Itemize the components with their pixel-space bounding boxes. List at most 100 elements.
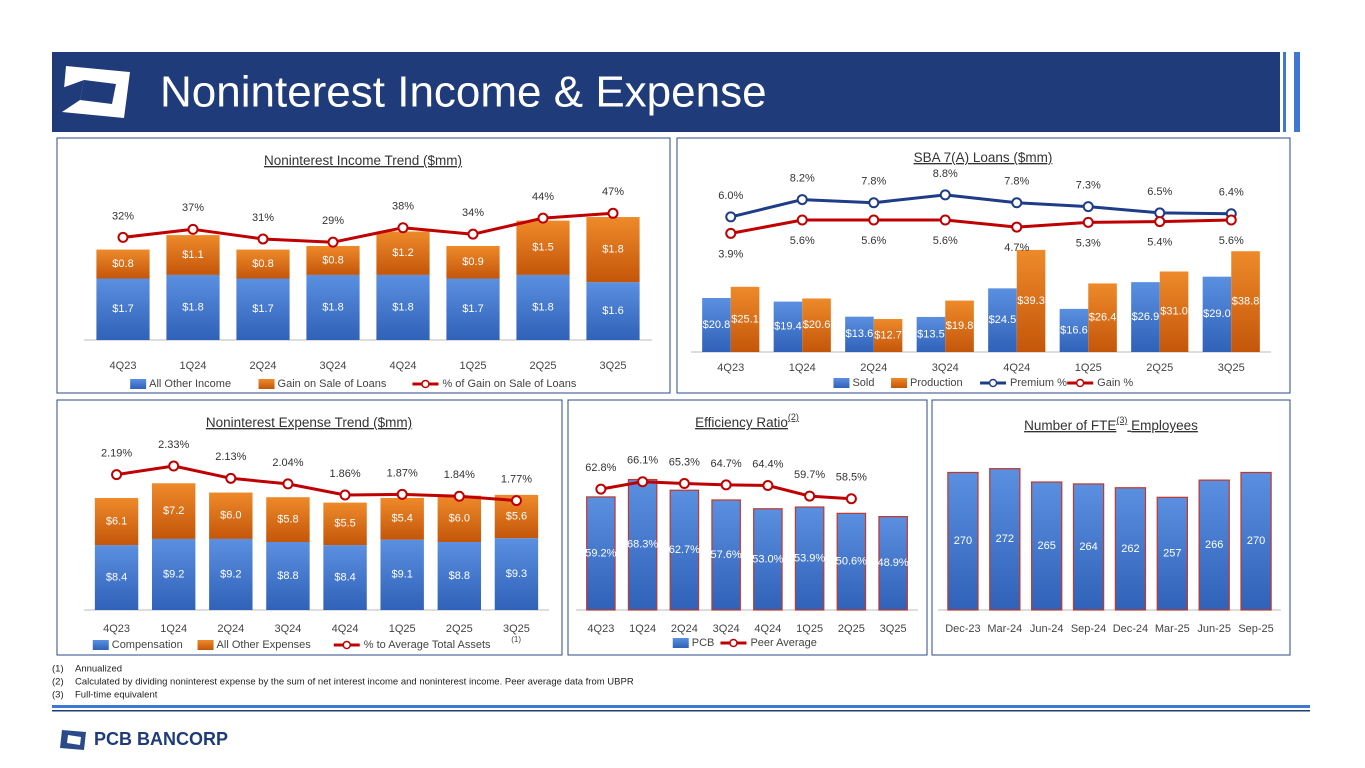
legend-swatch <box>1075 378 1085 388</box>
bar <box>94 497 139 546</box>
data-label: 5.6% <box>861 235 886 247</box>
x-tick-label: 3Q24 <box>320 360 347 372</box>
line-marker <box>762 480 774 492</box>
chart-title-text: Noninterest Income Trend ($mm) <box>264 153 462 168</box>
legend-swatch <box>342 640 351 650</box>
data-label: 47% <box>602 186 624 198</box>
data-label: $6.0 <box>220 510 241 522</box>
page-title: Noninterest Income & Expense <box>160 68 767 117</box>
bar <box>94 545 139 610</box>
bar <box>627 478 658 611</box>
bar <box>306 245 360 275</box>
line-marker <box>282 478 294 490</box>
bar <box>702 297 731 352</box>
line-marker <box>1011 197 1023 209</box>
data-label: 50.6% <box>836 556 867 568</box>
bar <box>1156 496 1188 611</box>
data-label: 48.9% <box>878 557 909 569</box>
line-marker <box>396 488 408 500</box>
line-marker <box>117 231 129 243</box>
data-label: 5.3% <box>1076 237 1101 249</box>
data-label: $8.4 <box>334 571 355 583</box>
chart-title: SBA 7(A) Loans ($mm) <box>914 150 1053 165</box>
data-label: 37% <box>182 202 204 214</box>
x-tick-label: Jun-25 <box>1197 623 1231 635</box>
data-label: 257 <box>1163 548 1181 560</box>
data-label: 7.3% <box>1076 180 1101 192</box>
data-label: 2.04% <box>272 457 303 469</box>
x-tick-label: 3Q25 <box>600 360 627 372</box>
footnotes: (1) Annualized (2) Calculated by dividin… <box>52 664 634 701</box>
data-label: 6.4% <box>1219 187 1244 199</box>
data-label: $1.8 <box>532 301 553 313</box>
data-label: 64.4% <box>752 458 783 470</box>
footer-rule <box>52 710 1310 712</box>
data-label: $1.8 <box>182 301 203 313</box>
data-label: $8.4 <box>106 571 127 583</box>
x-tick-label: 3Q24 <box>274 623 301 635</box>
data-label: 64.7% <box>711 458 742 470</box>
bar <box>586 496 616 611</box>
line-marker <box>796 214 808 226</box>
bar <box>494 538 539 610</box>
bar <box>1131 282 1160 352</box>
data-label: 270 <box>1247 535 1265 547</box>
data-label: 4.7% <box>1004 242 1029 254</box>
data-label: $29.0 <box>1203 308 1231 320</box>
footer-rule <box>52 705 1310 708</box>
data-label: 32% <box>112 210 134 222</box>
line-marker <box>327 236 339 248</box>
x-tick-label: Dec-24 <box>1113 623 1148 635</box>
data-label: $9.2 <box>163 568 184 580</box>
bar <box>1231 251 1260 352</box>
data-label: $19.8 <box>946 320 974 332</box>
data-label: 5.6% <box>933 235 958 247</box>
x-tick-label: 2Q25 <box>530 360 557 372</box>
data-label: 7.8% <box>1004 176 1029 188</box>
data-label: 38% <box>392 201 414 213</box>
legend-swatch <box>891 378 908 388</box>
data-label: 1.86% <box>329 468 360 480</box>
panel <box>567 399 928 656</box>
footnote-text: Annualized <box>75 664 122 675</box>
line-marker <box>607 207 619 219</box>
bar <box>266 497 310 542</box>
line-marker <box>720 479 732 491</box>
chart-title-text: Noninterest Expense Trend ($mm) <box>206 415 412 430</box>
legend-label: Gain % <box>1097 377 1133 389</box>
data-label: $6.1 <box>106 515 127 527</box>
x-tick-label: 4Q24 <box>332 623 359 635</box>
x-tick-label: 4Q24 <box>754 623 781 635</box>
x-tick-label: 2Q25 <box>838 623 865 635</box>
line-marker <box>939 214 951 226</box>
bar <box>711 499 741 611</box>
bar <box>1159 271 1189 352</box>
line-marker <box>725 227 737 239</box>
data-label: $0.8 <box>252 258 273 270</box>
bar <box>669 489 700 611</box>
data-label: $1.7 <box>252 303 273 315</box>
data-label: 5.4% <box>1147 236 1172 248</box>
data-label: 270 <box>954 535 972 547</box>
bar <box>1202 276 1232 352</box>
bar <box>437 495 482 542</box>
data-label: 59.7% <box>794 469 825 481</box>
bar <box>209 538 253 610</box>
line-marker <box>868 197 880 209</box>
data-label: 44% <box>532 191 554 203</box>
line-marker <box>168 460 180 472</box>
data-label: 8.2% <box>790 172 815 184</box>
data-label: 1.84% <box>444 469 475 481</box>
line-marker <box>796 194 808 206</box>
data-label: 59.2% <box>585 547 616 559</box>
bar <box>236 249 290 279</box>
data-label: $1.8 <box>322 301 343 313</box>
bar <box>306 274 360 340</box>
data-label: 7.8% <box>861 176 886 188</box>
data-label: $26.4 <box>1089 312 1117 324</box>
data-label: 65.3% <box>669 456 700 468</box>
chart-title-note: (3) <box>1116 415 1127 425</box>
x-tick-label: 4Q24 <box>390 360 417 372</box>
